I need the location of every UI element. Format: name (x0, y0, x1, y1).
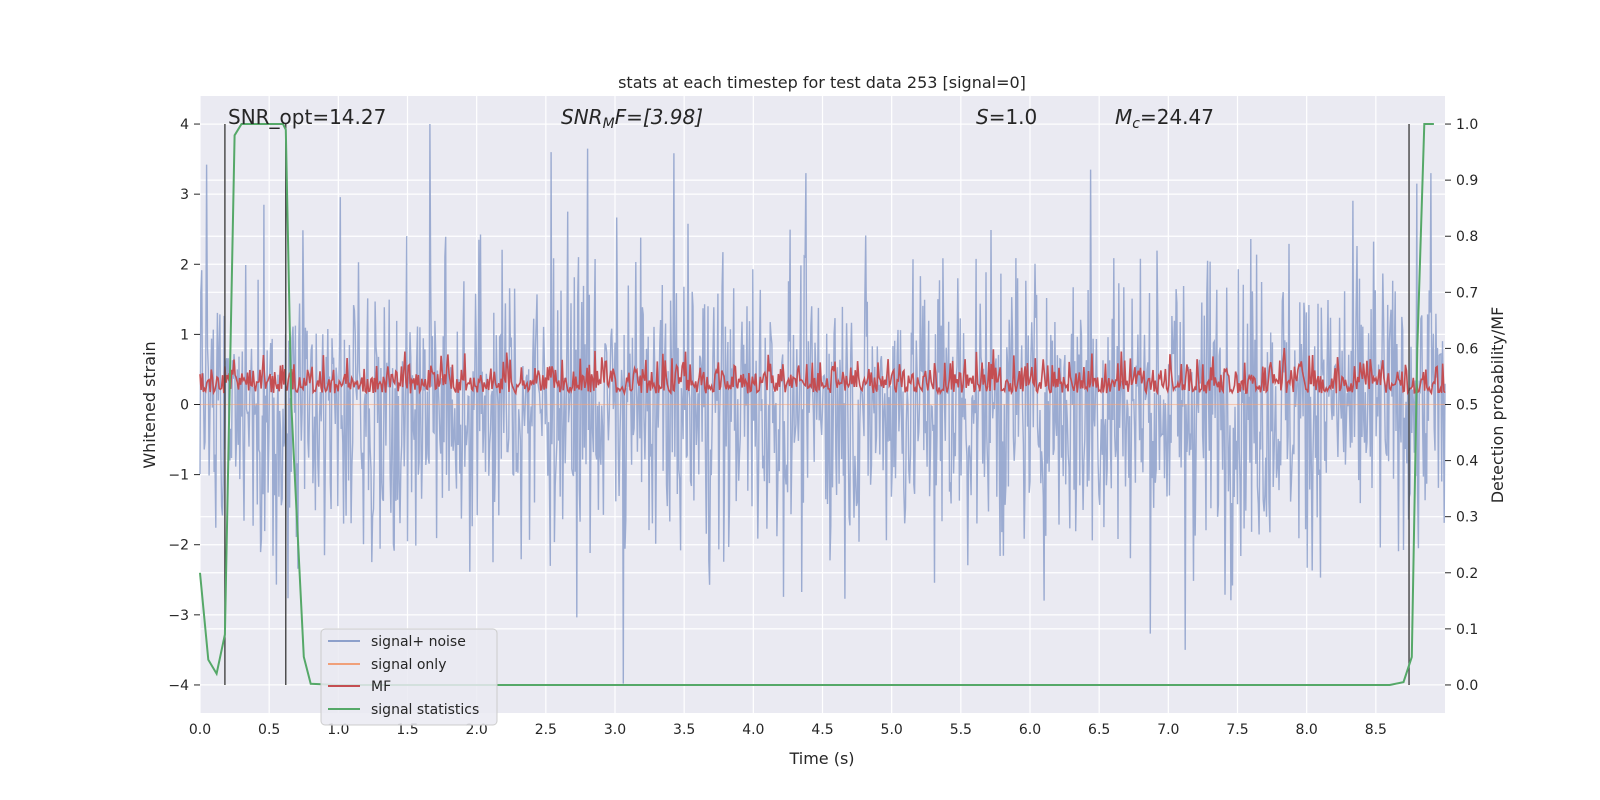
x-tick-label: 0.5 (258, 722, 280, 738)
x-axis-ticks: 0.0 0.5 1.0 1.5 2.0 2.5 3.0 3.5 4.0 4.5 5.0 5.5 6.0 6… (189, 722, 1387, 738)
x-axis-label: Time (s) (788, 749, 854, 768)
x-tick-label: 7.0 (1157, 722, 1179, 738)
x-tick-label: 3.5 (673, 722, 695, 738)
y-tick-label: 3 (180, 187, 189, 203)
y-tick-label: 1 (180, 327, 189, 343)
x-tick-label: 4.0 (742, 722, 764, 738)
y-axis-ticks: −4 −3 −2 −1 0 1 2 3 4 (168, 117, 200, 694)
mf-series (199, 347, 1446, 397)
x-tick-label: 5.0 (881, 722, 903, 738)
y-tick-label: −2 (168, 538, 189, 554)
y2-axis-label: Detection probability/MF (1488, 307, 1507, 504)
y2-tick-label: 0.9 (1456, 173, 1478, 189)
legend-label-mf: MF (371, 679, 391, 695)
annotation-mc: Mc=24.47 (1115, 105, 1214, 132)
annotation-mc-sub: c (1132, 116, 1140, 132)
y2-tick-label: 0.7 (1456, 285, 1478, 301)
signal-noise-line (199, 123, 1446, 684)
x-tick-label: 0.0 (189, 722, 211, 738)
y2-tick-label: 0.8 (1456, 229, 1478, 245)
y2-tick-label: 0.0 (1456, 678, 1478, 694)
x-tick-label: 1.0 (327, 722, 349, 738)
y2-tick-label: 0.4 (1456, 454, 1478, 470)
x-tick-label: 6.0 (1019, 722, 1041, 738)
y2-tick-label: 0.5 (1456, 398, 1478, 414)
annotation-s-var: S (976, 105, 989, 129)
y2-tick-label: 0.6 (1456, 341, 1478, 357)
x-tick-label: 5.5 (950, 722, 972, 738)
y2-tick-label: 1.0 (1456, 117, 1478, 133)
y-tick-label: 4 (180, 117, 189, 133)
signal-noise-series (199, 123, 1446, 684)
annotation-s-rest: =1.0 (989, 105, 1038, 129)
annotation-snr-opt: SNR_opt=14.27 (228, 105, 386, 129)
legend-label-signal-statistics: signal statistics (371, 702, 479, 718)
y-tick-label: 0 (180, 398, 189, 414)
y-axis-label: Whitened strain (140, 341, 159, 468)
annotation-s: S=1.0 (976, 105, 1037, 129)
x-tick-label: 6.5 (1088, 722, 1110, 738)
x-tick-label: 2.0 (466, 722, 488, 738)
x-tick-label: 3.0 (604, 722, 626, 738)
legend: signal+ noise signal only MF signal stat… (320, 628, 498, 726)
annotation-snr-mf: SNRMF=[3.98] (561, 105, 703, 132)
x-tick-label: 2.5 (535, 722, 557, 738)
y-tick-label: −1 (168, 468, 189, 484)
annotation-mc-rest: =24.47 (1140, 105, 1214, 129)
y2-tick-label: 0.3 (1456, 510, 1478, 526)
annotation-snr-mf-rest: F=[3.98] (615, 105, 703, 129)
x-tick-label: 1.5 (396, 722, 418, 738)
x-tick-label: 8.5 (1365, 722, 1387, 738)
x-tick-label: 4.5 (811, 722, 833, 738)
mf-line (199, 347, 1446, 397)
legend-label-signal-noise: signal+ noise (371, 634, 466, 650)
x-tick-label: 7.5 (1226, 722, 1248, 738)
y-tick-label: 2 (180, 257, 189, 273)
y2-tick-label: 0.1 (1456, 622, 1478, 638)
legend-label-signal-only: signal only (371, 657, 446, 673)
x-tick-label: 8.0 (1296, 722, 1318, 738)
legend-box (320, 628, 498, 726)
annotation-snr-mf-sub: M (603, 116, 615, 132)
y-tick-label: −4 (168, 678, 189, 694)
annotation-snr-mf-var: SNR (561, 105, 603, 129)
annotation-mc-var: M (1115, 105, 1132, 129)
y2-tick-label: 0.2 (1456, 566, 1478, 582)
y-tick-label: −3 (168, 608, 189, 624)
chart-title: stats at each timestep for test data 253… (618, 73, 1026, 92)
y2-axis-ticks: 0.0 0.1 0.2 0.3 0.4 0.5 0.6 0.7 0.8 0.9 1.0 (1445, 117, 1478, 694)
